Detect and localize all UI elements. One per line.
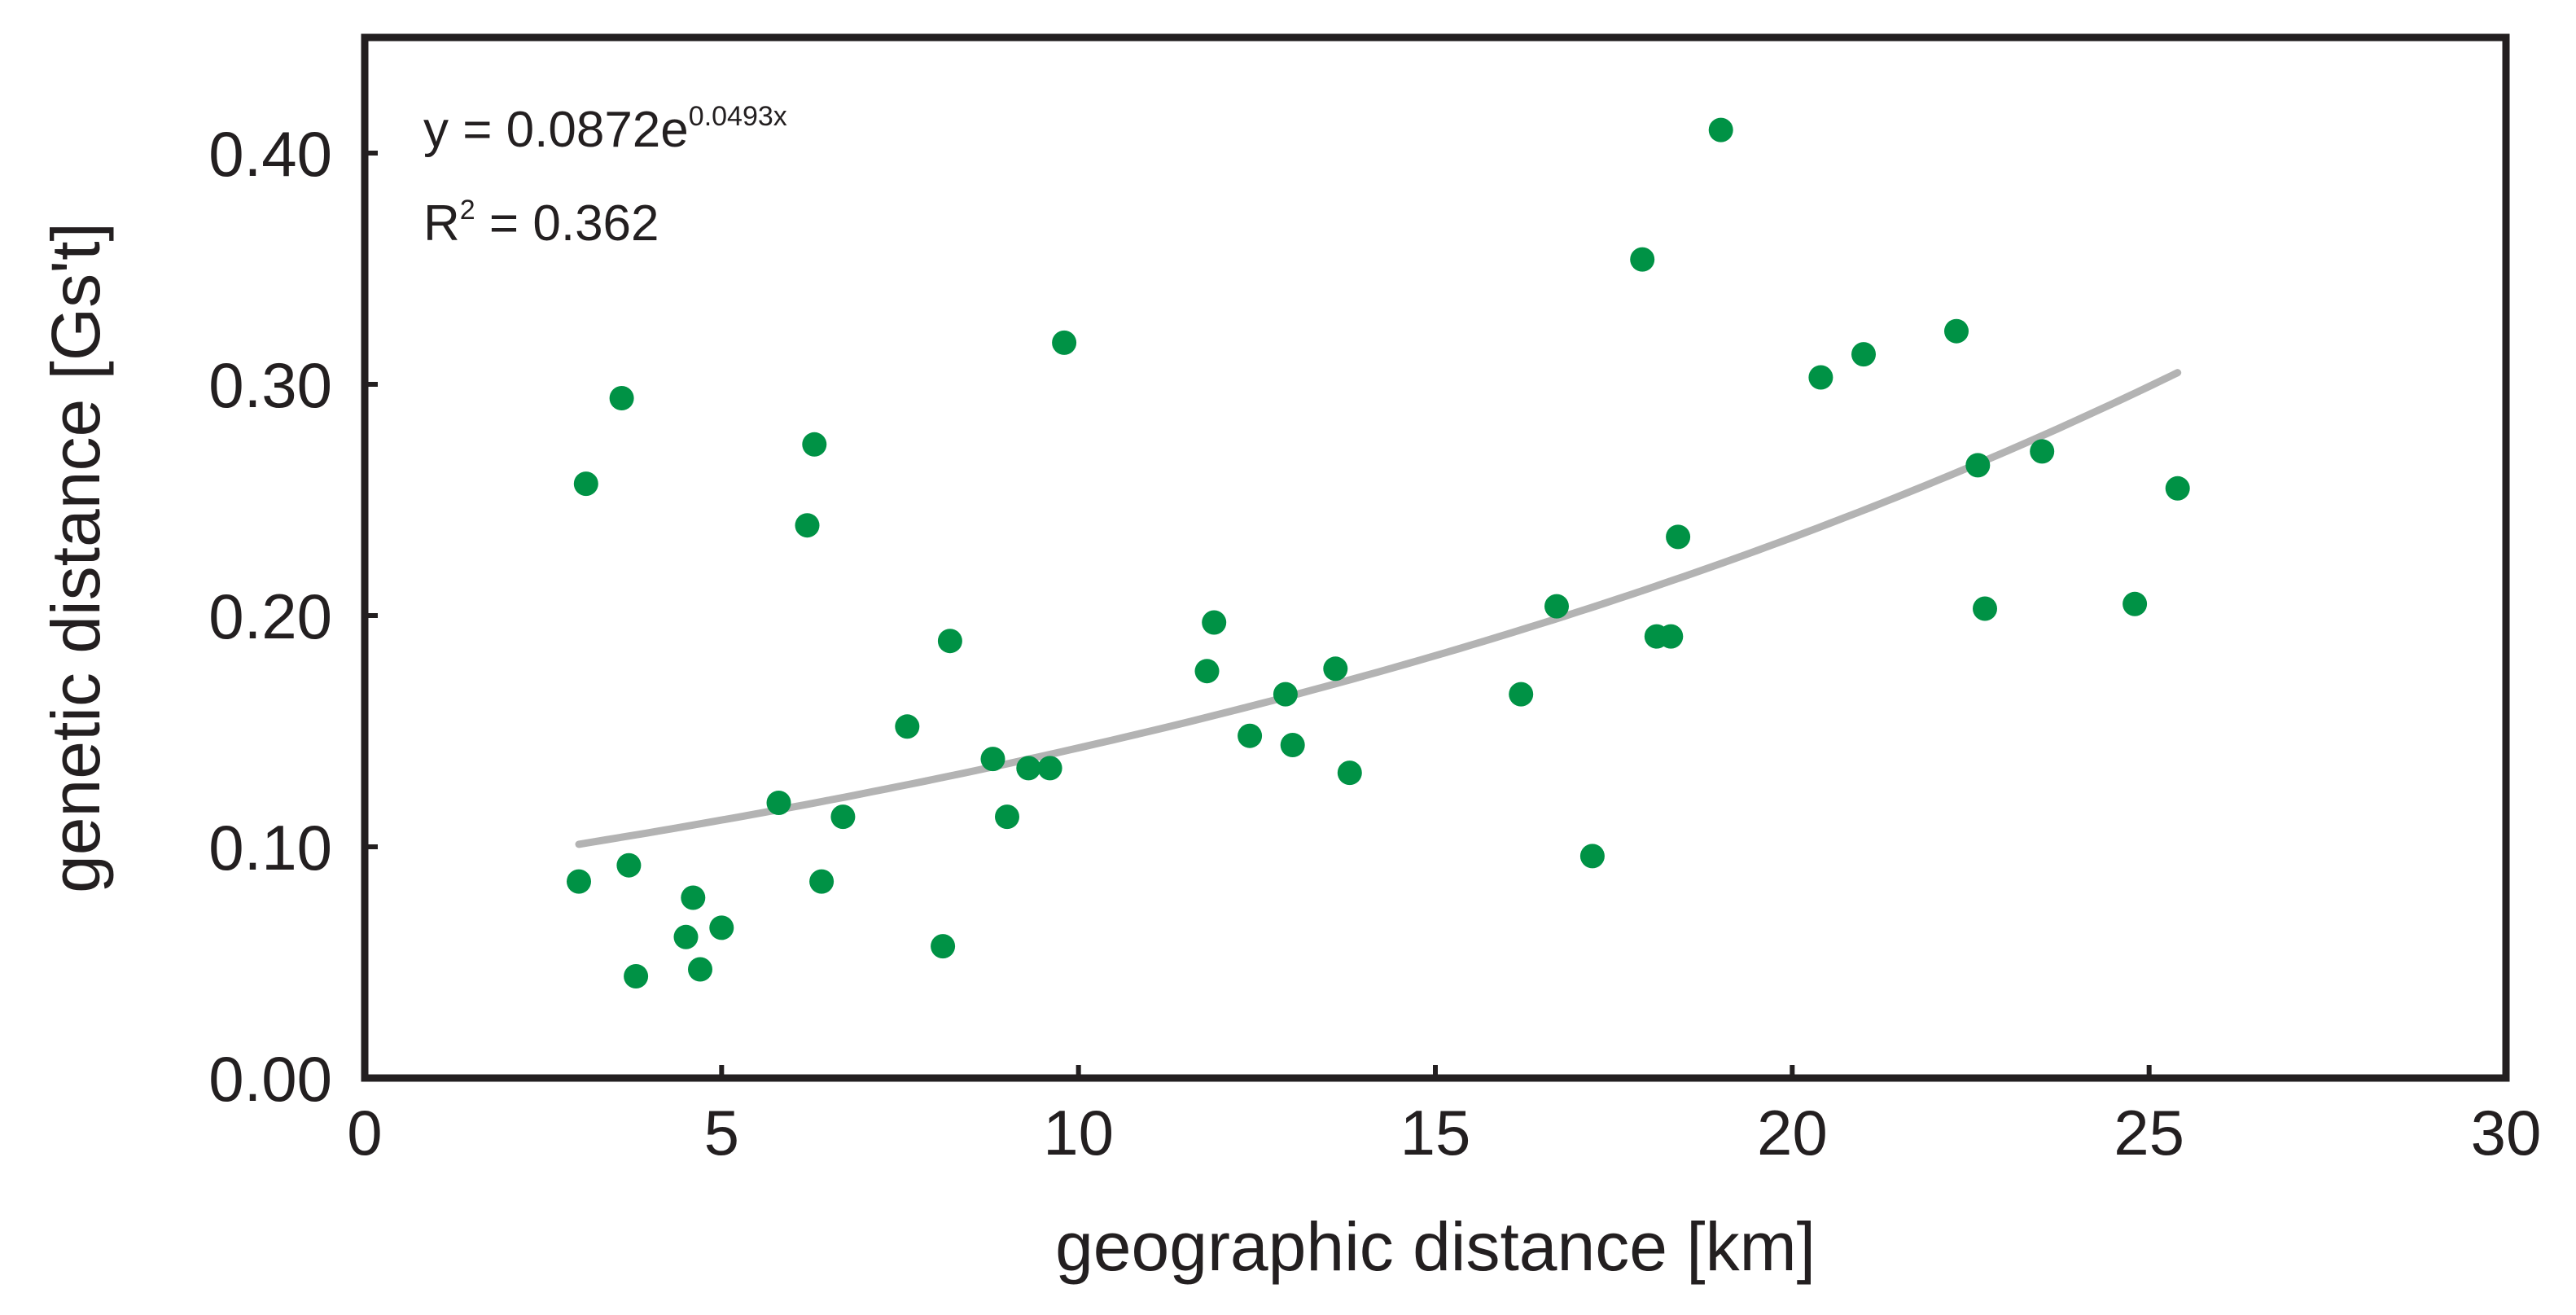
y-tick-label: 0.20 — [208, 581, 332, 652]
data-point — [1808, 365, 1833, 390]
x-tick-label: 20 — [1757, 1097, 1828, 1168]
data-point — [1280, 733, 1305, 757]
data-point — [766, 791, 791, 815]
data-point — [1851, 342, 1876, 367]
data-point — [1337, 761, 1362, 786]
data-point — [1658, 624, 1684, 649]
x-tick-label: 10 — [1043, 1097, 1114, 1168]
data-point — [1509, 682, 1534, 707]
data-point — [937, 629, 962, 654]
data-point — [609, 386, 634, 410]
data-point — [1965, 453, 1991, 478]
x-tick-label: 0 — [347, 1097, 382, 1168]
data-point — [681, 885, 706, 910]
data-point — [1973, 596, 1997, 621]
data-point — [980, 747, 1005, 772]
data-point — [1666, 524, 1691, 550]
r-squared-value: = 0.362 — [475, 195, 659, 252]
data-point — [1016, 756, 1041, 781]
y-tick-label: 0.30 — [208, 349, 332, 421]
data-point — [1273, 682, 1298, 707]
x-tick-label: 30 — [2471, 1097, 2542, 1168]
data-points-layer — [567, 117, 2190, 988]
data-point — [1579, 844, 1605, 869]
data-point — [624, 964, 649, 988]
y-tick-label: 0.10 — [208, 812, 332, 883]
y-axis-label: genetic distance [Gs't] — [37, 222, 114, 893]
data-point — [2123, 591, 2148, 616]
data-point — [1238, 723, 1263, 748]
data-point — [1544, 594, 1569, 619]
x-axis-label: geographic distance [km] — [1055, 1208, 1816, 1285]
data-point — [2030, 439, 2055, 464]
data-point — [573, 471, 598, 497]
data-point — [616, 853, 642, 878]
data-point — [1323, 656, 1348, 682]
ticks-layer: 0 5 10 15 20 25 30 0.00 0.10 0.20 0.30 0.40 — [208, 118, 2541, 1168]
fit-equation-exponent: 0.0493x — [689, 101, 787, 132]
data-point — [1202, 610, 1227, 635]
y-tick-label: 0.40 — [208, 118, 332, 190]
x-tick-label: 5 — [704, 1097, 739, 1168]
data-point — [795, 513, 820, 538]
data-point — [1194, 659, 1220, 684]
data-point — [567, 869, 591, 894]
data-point — [1630, 247, 1655, 272]
data-point — [673, 924, 699, 949]
data-point — [688, 957, 712, 982]
data-point — [2165, 476, 2190, 501]
fit-equation: y = 0.0872e0.0493x — [423, 101, 787, 158]
data-point — [895, 714, 920, 739]
data-point — [809, 869, 835, 894]
x-tick-label: 15 — [1400, 1097, 1471, 1168]
data-point — [931, 934, 956, 959]
data-point — [802, 432, 827, 457]
x-tick-label: 25 — [2114, 1097, 2184, 1168]
r-squared-symbol: R — [423, 195, 460, 252]
r-squared-superscript: 2 — [460, 195, 475, 226]
r-squared: R2 = 0.362 — [423, 195, 659, 252]
data-point — [995, 804, 1019, 830]
data-point — [1708, 117, 1733, 142]
fit-curve-layer — [575, 369, 2182, 848]
data-point — [1052, 330, 1077, 355]
fit-equation-prefix: y = 0.0872e — [423, 102, 689, 158]
y-tick-label: 0.00 — [208, 1043, 332, 1115]
data-point — [830, 804, 856, 830]
data-point — [709, 915, 734, 940]
fit-curve — [575, 369, 2182, 848]
data-point — [1037, 756, 1062, 781]
data-point — [1944, 318, 1969, 344]
